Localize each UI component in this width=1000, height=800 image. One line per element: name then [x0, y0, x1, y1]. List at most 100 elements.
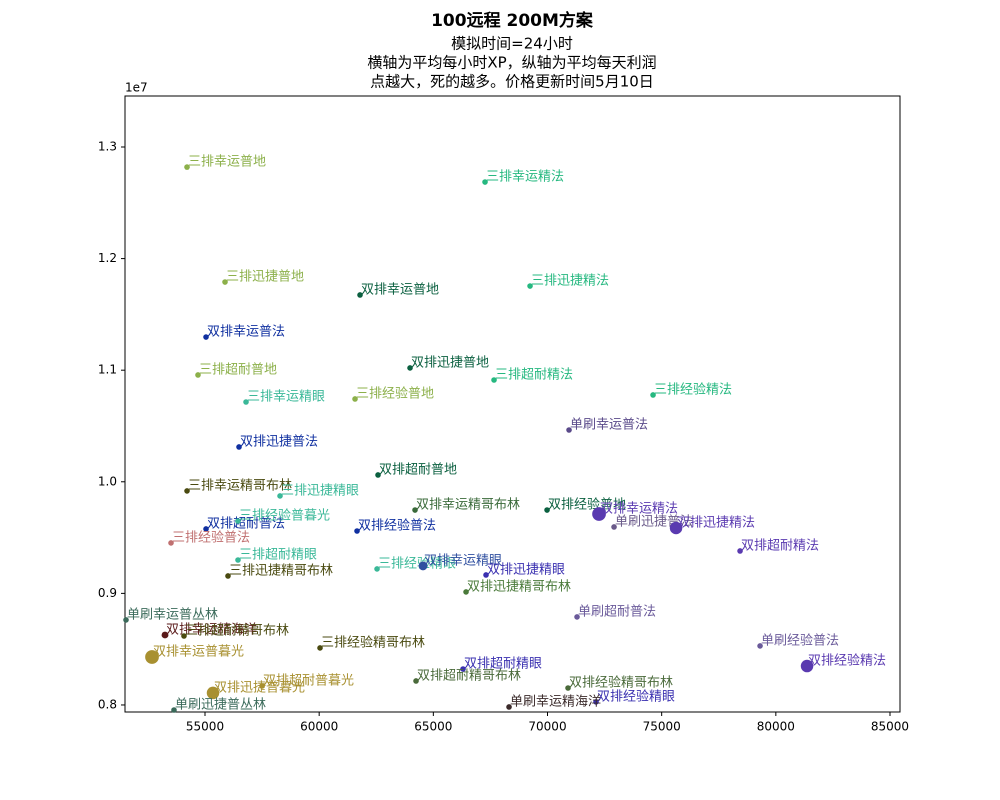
point-label: 双排超耐精法 [741, 538, 819, 553]
point [418, 561, 428, 571]
point-label: 双排幸运精哥布林 [416, 498, 520, 513]
point-label: 双排经验精眼 [597, 688, 675, 704]
x-tick-label: 80000 [757, 720, 795, 734]
point [184, 488, 190, 494]
point [168, 540, 174, 546]
point [413, 678, 419, 684]
point [407, 365, 413, 371]
point [566, 427, 572, 433]
point-label: 双排幸运精眼 [424, 553, 502, 568]
point [259, 683, 265, 689]
point [592, 507, 606, 521]
point [203, 334, 209, 340]
point-label: 三排经验精哥布林 [321, 634, 425, 650]
axis-offset: 1e7 [125, 81, 148, 95]
point [506, 704, 512, 710]
point-label: 双排迅捷精眼 [487, 562, 565, 577]
x-tick-label: 70000 [528, 720, 566, 734]
point-label: 三排幸运精法 [486, 170, 564, 185]
y-tick-label: 1.3 [98, 139, 117, 153]
subtitle: 模拟时间=24小时 [451, 35, 573, 53]
point-label: 双排幸运精海洋 [166, 623, 257, 638]
point [491, 377, 497, 383]
point-label: 双排经验精哥布林 [569, 675, 673, 691]
point [236, 444, 242, 450]
point [277, 493, 283, 499]
point-label: 双排超耐精眼 [464, 657, 542, 672]
point [352, 396, 358, 402]
point-label: 单刷幸运普丛林 [127, 607, 218, 622]
point-label: 双排超耐普地 [379, 462, 457, 477]
point-label: 单刷幸运精海洋 [510, 694, 601, 709]
x-tick-label: 65000 [414, 720, 452, 734]
point-label: 单刷迅捷普丛林 [175, 697, 266, 712]
point-label: 双排幸运普暮光 [153, 644, 244, 659]
point-label: 三排经验普暮光 [239, 508, 330, 524]
point-label: 单刷超耐普法 [578, 604, 656, 619]
point-label: 三排超耐精法 [495, 368, 573, 383]
point [181, 633, 187, 639]
point-label: 三排超耐精哥布林 [185, 624, 289, 639]
point-label: 双排幸运普地 [361, 282, 439, 297]
subtitle: 点越大，死的越多。价格更新时间5月10日 [370, 73, 654, 91]
point-label: 三排超耐精眼 [239, 548, 317, 563]
point-label: 三排超耐普地 [199, 362, 277, 377]
point-label: 双排迅捷精哥布林 [467, 579, 571, 594]
point-label: 双排超耐普法 [207, 516, 285, 531]
point [354, 528, 360, 534]
y-tick-label: 1.2 [98, 251, 117, 265]
x-tick-label: 75000 [643, 720, 681, 734]
point-label: 三排幸运精眼 [247, 389, 325, 404]
point-label: 三排经验精眼 [378, 555, 456, 571]
point-label: 三排经验普法 [172, 529, 250, 545]
chart-title: 100远程 200M方案 [431, 10, 594, 31]
point [544, 507, 550, 513]
point [235, 518, 241, 524]
y-tick-label: 0.9 [98, 586, 117, 600]
point-label: 三排迅捷普地 [226, 270, 304, 285]
x-tick-label: 55000 [186, 720, 224, 734]
point [483, 572, 489, 578]
point-label: 双排幸运精法 [600, 502, 678, 517]
point [565, 685, 571, 691]
point-label: 双排迅捷普法 [240, 434, 318, 449]
point-label: 双排经验普法 [358, 517, 436, 533]
point [222, 279, 228, 285]
point-label: 单刷幸运普法 [570, 418, 648, 433]
x-tick-label: 85000 [871, 720, 909, 734]
point-label: 双排迅捷精法 [677, 515, 755, 530]
point [412, 507, 418, 513]
point [317, 645, 323, 651]
point-label: 单刷经验普法 [761, 632, 839, 648]
point [593, 699, 599, 705]
point [145, 650, 159, 664]
point [611, 524, 617, 530]
point-label: 双排幸运普法 [207, 325, 285, 340]
point [460, 666, 466, 672]
point-label: 双排超耐精哥布林 [417, 668, 521, 683]
point [203, 526, 209, 532]
point [527, 283, 533, 289]
point-label: 三排迅捷精哥布林 [229, 563, 333, 578]
point [482, 179, 488, 185]
point [243, 399, 249, 405]
point-label: 三排经验普地 [356, 385, 434, 401]
point [757, 643, 763, 649]
point-label: 双排迅捷普地 [411, 355, 489, 370]
point [206, 686, 220, 700]
point [669, 521, 683, 535]
point-label: 双排迅捷普暮光 [214, 680, 305, 695]
point-label: 双排超耐普暮光 [263, 673, 354, 688]
y-tick-label: 1.0 [98, 474, 117, 488]
point [374, 566, 380, 572]
point-label: 三排迅捷精法 [531, 274, 609, 289]
point-label: 双排经验普地 [548, 497, 626, 513]
point [650, 392, 656, 398]
y-tick-label: 0.8 [98, 697, 117, 711]
point [225, 573, 231, 579]
point [161, 631, 169, 639]
point [184, 164, 190, 170]
point-label: 三排经验精法 [654, 381, 732, 397]
plot-frame [124, 95, 901, 713]
